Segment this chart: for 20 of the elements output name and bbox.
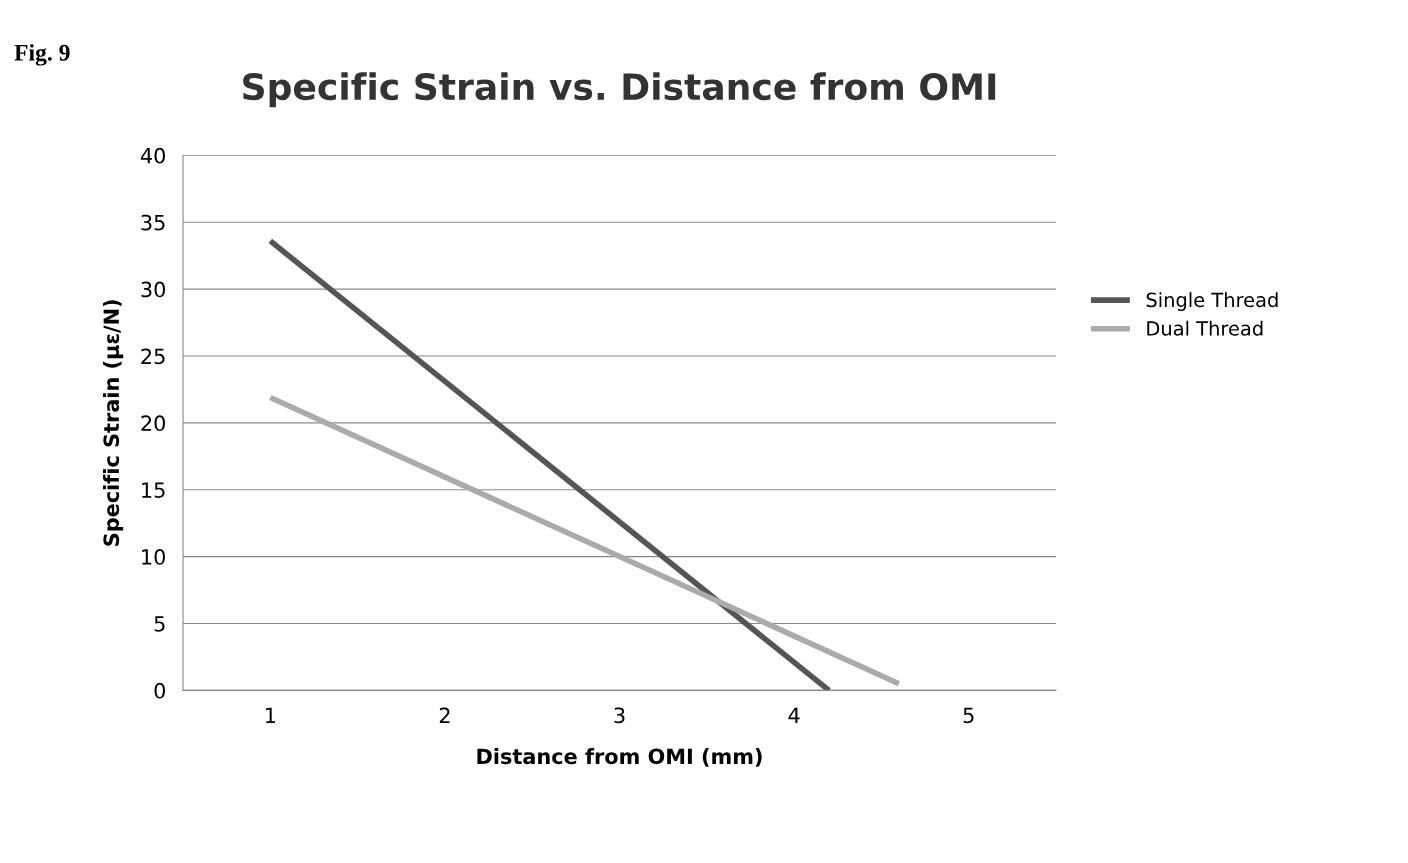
y-tick-label: 25 bbox=[141, 348, 165, 365]
x-tick-label: 3 bbox=[614, 707, 625, 724]
y-tick-label: 0 bbox=[154, 682, 165, 699]
x-tick-label: 1 bbox=[266, 707, 276, 723]
y-tick-label: 15 bbox=[142, 482, 165, 498]
y-axis-title: Specific Strain (με/N) bbox=[103, 300, 124, 546]
x-tick-label: 4 bbox=[788, 707, 800, 723]
y-tick-label: 10 bbox=[142, 549, 165, 565]
y-tick-label: 35 bbox=[141, 214, 165, 231]
y-tick-label: 5 bbox=[154, 616, 165, 632]
y-tick-label: 20 bbox=[141, 415, 165, 432]
x-tick-label: 2 bbox=[439, 707, 450, 723]
caption: Fig. 9 bbox=[14, 44, 70, 66]
x-axis-title: Distance from OMI (mm) bbox=[477, 748, 762, 767]
y-tick-label: 40 bbox=[140, 147, 165, 164]
chart-title: Specific Strain vs. Distance from OMI bbox=[243, 72, 996, 108]
x-tick-label: 5 bbox=[963, 707, 974, 724]
legend-label: Single Thread bbox=[1146, 292, 1278, 311]
legend-label: Dual Thread bbox=[1147, 320, 1263, 336]
y-tick-label: 30 bbox=[141, 281, 165, 298]
